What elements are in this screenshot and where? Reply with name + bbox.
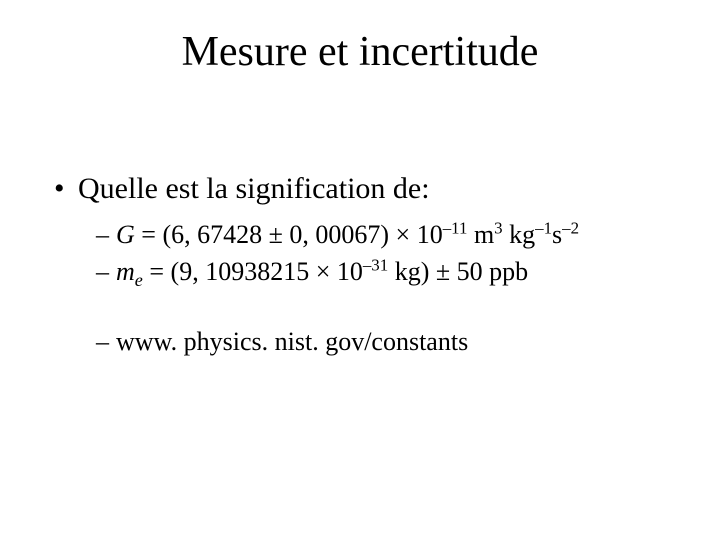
g-exp1: –11 bbox=[443, 218, 468, 237]
spacer bbox=[54, 293, 680, 321]
g-unit-m: m bbox=[467, 220, 494, 249]
me-rest: kg) ± 50 ppb bbox=[388, 257, 528, 286]
dash-icon: – bbox=[96, 218, 116, 252]
slide: Mesure et incertitude •Quelle est la sig… bbox=[0, 0, 720, 540]
g-times: × 10 bbox=[389, 220, 443, 249]
dash-icon: – bbox=[96, 255, 116, 289]
eq-sign: = bbox=[143, 257, 171, 286]
url-text: www. physics. nist. gov/constants bbox=[116, 327, 468, 356]
me-subscript: e bbox=[135, 270, 143, 290]
bullet-icon: • bbox=[54, 170, 78, 208]
question-line: •Quelle est la signification de: bbox=[54, 170, 680, 208]
g-unit-kg: kg bbox=[503, 220, 536, 249]
url-line: –www. physics. nist. gov/constants bbox=[96, 325, 680, 359]
g-unit-s: s bbox=[552, 220, 562, 249]
dash-icon: – bbox=[96, 325, 116, 359]
slide-body: •Quelle est la signification de: –G = (6… bbox=[54, 170, 680, 363]
me-exp: –31 bbox=[363, 256, 388, 275]
constant-g-line: –G = (6, 67428 ± 0, 00067) × 10–11 m3 kg… bbox=[96, 218, 680, 252]
g-symbol: G bbox=[116, 220, 135, 249]
g-unit-s-exp: –2 bbox=[562, 218, 579, 237]
g-unit-kg-exp: –1 bbox=[535, 218, 552, 237]
me-value: (9, 10938215 × 10 bbox=[171, 257, 363, 286]
constant-me-line: –me = (9, 10938215 × 10–31 kg) ± 50 ppb bbox=[96, 255, 680, 289]
g-unit-m-exp: 3 bbox=[494, 218, 502, 237]
g-value: (6, 67428 ± 0, 00067) bbox=[162, 220, 389, 249]
slide-title: Mesure et incertitude bbox=[0, 28, 720, 76]
me-symbol: m bbox=[116, 257, 135, 286]
question-text: Quelle est la signification de: bbox=[78, 172, 430, 205]
eq-sign: = bbox=[135, 220, 163, 249]
